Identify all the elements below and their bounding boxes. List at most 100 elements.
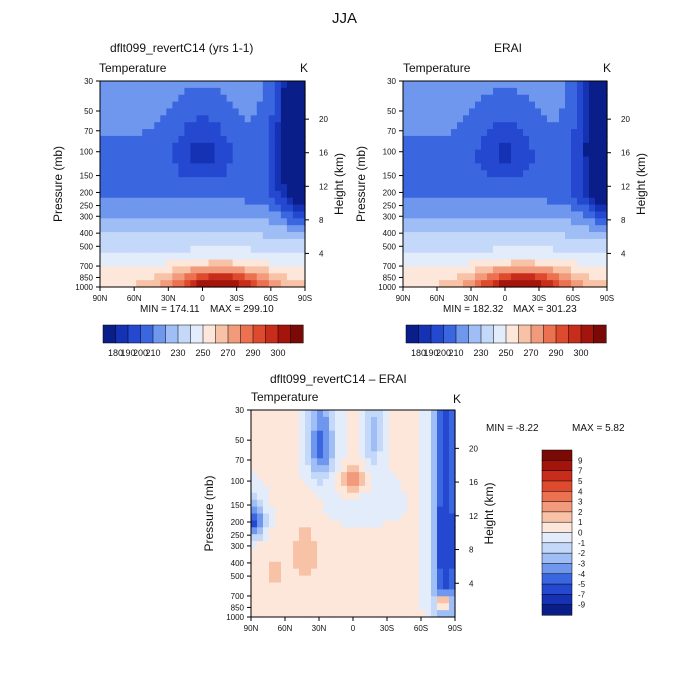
panel1-cell xyxy=(130,211,137,219)
panel1-cell xyxy=(262,129,270,137)
panel2-cell xyxy=(559,259,566,267)
panel1-cell xyxy=(244,101,252,110)
panel2-cell xyxy=(529,280,536,288)
colorbar-label: 5 xyxy=(578,477,583,486)
panel1-cell xyxy=(106,245,113,254)
panel2-cell xyxy=(469,122,476,130)
panel2-cell xyxy=(427,156,434,164)
panel2-cell xyxy=(589,135,596,144)
panel1-cell xyxy=(172,163,179,171)
panel1-cell xyxy=(148,108,155,116)
colorbar-box xyxy=(541,542,573,554)
panel2-cell xyxy=(505,115,512,123)
panel2-cell xyxy=(481,115,488,123)
panel3-cell xyxy=(401,444,408,452)
panel3-cell xyxy=(269,485,276,494)
panel3-cell xyxy=(257,465,264,473)
panel2-cell xyxy=(547,197,554,206)
panel1-cell xyxy=(106,115,113,123)
panel1-cell xyxy=(178,94,186,103)
panel2-cell xyxy=(445,238,452,247)
panel3-cell xyxy=(317,561,324,570)
panel3-cell xyxy=(431,554,438,563)
panel3-cell xyxy=(347,465,354,473)
panel1-cell xyxy=(220,245,228,254)
panel2-cell xyxy=(493,81,500,89)
panel1-cell xyxy=(298,81,306,89)
panel2-cell xyxy=(415,184,422,192)
panel2-cell xyxy=(541,211,548,219)
panel1-cell xyxy=(130,81,137,89)
pressure-tick-label: 200 xyxy=(80,188,94,197)
panel3-cell xyxy=(329,472,336,480)
panel3-cell xyxy=(377,610,384,618)
panel1-cell xyxy=(142,149,149,158)
pressure-tick-label: 500 xyxy=(231,572,245,581)
panel1-cell xyxy=(148,225,155,233)
panel1-cell xyxy=(244,225,252,233)
panel3-cell xyxy=(383,610,390,618)
panel1-cell xyxy=(298,163,306,171)
panel3-cell xyxy=(311,465,318,473)
panel1-cell xyxy=(160,94,167,103)
panel1-cell xyxy=(220,280,228,288)
panel1-cell xyxy=(214,204,222,213)
panel2-cell xyxy=(433,273,440,281)
panel1-cell xyxy=(130,87,137,96)
panel3-cell xyxy=(347,437,354,446)
panel1-cell xyxy=(280,197,288,206)
panel3-cell xyxy=(431,541,438,549)
panel1-cell xyxy=(190,197,198,206)
colorbar-box xyxy=(541,501,573,513)
panel2-cell xyxy=(463,280,470,288)
panel2-cell xyxy=(481,135,488,144)
colorbar-label: 250 xyxy=(195,348,210,358)
panel2-cell xyxy=(505,108,512,116)
panel1-cell xyxy=(268,115,276,123)
panel2-cell xyxy=(445,211,452,219)
panel1-cell xyxy=(148,204,155,213)
panel2-cell xyxy=(505,238,512,247)
panel1-cell xyxy=(196,259,204,267)
panel3-cell xyxy=(401,548,408,556)
panel3-cell xyxy=(335,479,342,487)
panel2-cell xyxy=(571,81,578,89)
panel1-cell xyxy=(106,204,113,213)
panel3-cell xyxy=(437,520,444,528)
panel2-cell xyxy=(409,108,416,116)
panel1-cell xyxy=(178,245,186,254)
panel1-cell xyxy=(178,129,186,137)
panel3-cell xyxy=(287,520,294,528)
panel2-cell xyxy=(415,81,422,89)
panel3-cell xyxy=(377,520,384,528)
colorbar-label: 300 xyxy=(573,348,588,358)
lat-tick-label: 30N xyxy=(464,294,479,303)
panel2-cell xyxy=(409,149,416,158)
panel2-cell xyxy=(409,101,416,110)
panel2-cell xyxy=(457,225,464,233)
panel3-cell xyxy=(311,479,318,487)
panel3-cell xyxy=(263,465,270,473)
panel1-cell xyxy=(298,177,306,185)
panel1-cell xyxy=(208,108,216,116)
panel3-cell xyxy=(359,582,366,590)
panel1-cell xyxy=(256,204,264,213)
panel3-cell xyxy=(359,603,366,611)
panel2-cell xyxy=(457,156,464,164)
panel1-cell xyxy=(298,115,306,123)
panel3-cell xyxy=(413,596,420,604)
panel1-cell xyxy=(100,108,107,116)
panel2-cell xyxy=(523,163,530,171)
panel3-cell xyxy=(299,568,306,577)
panel1-cell xyxy=(292,177,300,185)
panel3-cell xyxy=(299,548,306,556)
panel3-cell xyxy=(443,485,450,494)
panel3-cell xyxy=(263,534,270,542)
panel2-cell xyxy=(505,266,512,274)
panel1-cell xyxy=(184,211,192,219)
panel1-cell xyxy=(286,266,294,274)
panel2-cell xyxy=(565,184,572,192)
panel2-cell xyxy=(469,108,476,116)
panel1-cell xyxy=(298,273,306,281)
panel2-cell xyxy=(595,259,602,267)
